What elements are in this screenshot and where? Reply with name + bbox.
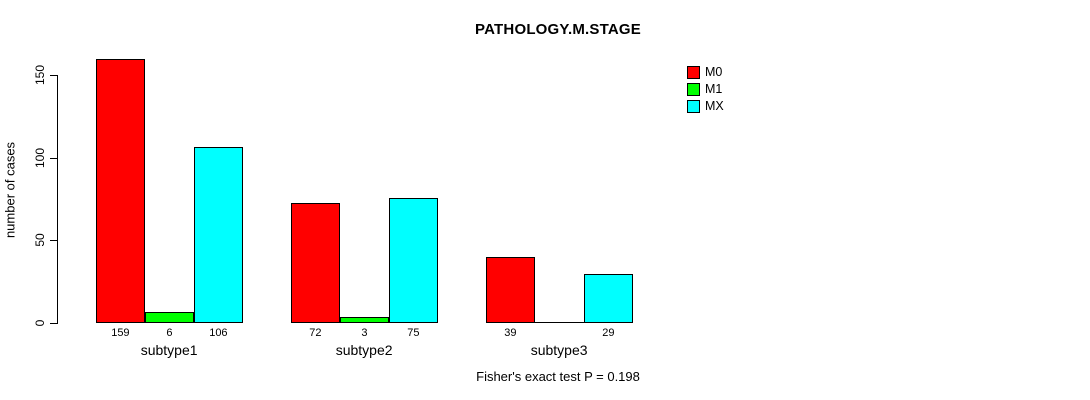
bar xyxy=(486,257,535,323)
category-label: subtype2 xyxy=(335,342,393,358)
y-tick xyxy=(50,323,57,324)
y-tick-label: 50 xyxy=(33,233,47,247)
legend-label: MX xyxy=(705,99,724,113)
category-label: subtype1 xyxy=(140,342,198,358)
bar-value-label: 75 xyxy=(407,327,420,339)
bar-value-label: 39 xyxy=(504,327,517,339)
bar xyxy=(291,203,340,323)
y-tick-label: 0 xyxy=(33,319,47,327)
y-axis-line xyxy=(57,75,58,324)
y-axis-label: number of cases xyxy=(2,141,18,239)
y-tick-label: 150 xyxy=(33,64,47,86)
bar xyxy=(340,317,389,323)
y-tick xyxy=(50,158,57,159)
legend-swatch xyxy=(687,100,700,113)
legend-swatch xyxy=(687,66,700,79)
y-tick-label: 100 xyxy=(33,147,47,169)
bar-value-label: 6 xyxy=(166,327,173,339)
legend-label: M0 xyxy=(705,65,723,79)
bar-value-label: 106 xyxy=(209,327,228,339)
bar xyxy=(389,198,438,323)
legend-swatch xyxy=(687,83,700,96)
bar-value-label: 72 xyxy=(309,327,322,339)
y-tick xyxy=(50,75,57,76)
bar-value-label: 29 xyxy=(602,327,615,339)
caption: Fisher's exact test P = 0.198 xyxy=(476,369,640,384)
category-label: subtype3 xyxy=(530,342,588,358)
zero-bar xyxy=(535,322,585,323)
bar xyxy=(194,147,243,323)
bar xyxy=(96,59,145,323)
legend-label: M1 xyxy=(705,82,723,96)
bar xyxy=(584,274,633,323)
y-tick xyxy=(50,240,57,241)
bar-value-label: 159 xyxy=(111,327,130,339)
bar xyxy=(145,312,194,323)
chart-title: PATHOLOGY.M.STAGE xyxy=(475,21,641,38)
bar-value-label: 3 xyxy=(361,327,368,339)
